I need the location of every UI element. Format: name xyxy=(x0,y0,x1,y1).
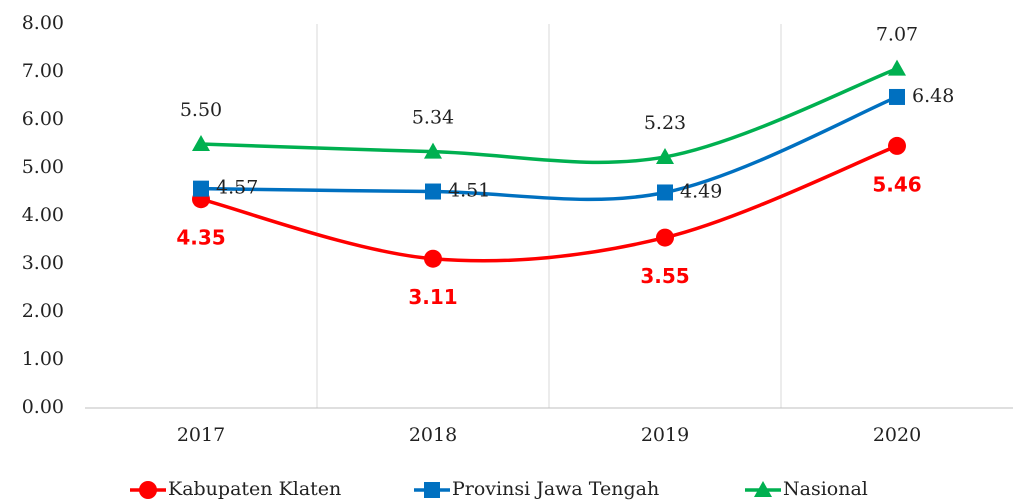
marker xyxy=(888,136,906,155)
marker xyxy=(657,184,673,201)
y-tick-label: 5.00 xyxy=(22,156,64,178)
data-label: 3.11 xyxy=(408,285,457,309)
marker xyxy=(656,147,674,164)
y-tick-label: 7.00 xyxy=(22,60,64,82)
y-tick-label: 4.00 xyxy=(22,204,64,226)
legend-label: Kabupaten Klaten xyxy=(168,478,341,500)
marker xyxy=(888,59,906,76)
data-label: 4.57 xyxy=(216,177,258,199)
legend-marker xyxy=(139,481,157,499)
legend-marker xyxy=(754,481,772,497)
data-label: 4.49 xyxy=(680,180,722,202)
legend-marker xyxy=(424,482,440,498)
y-tick-label: 3.00 xyxy=(22,252,64,274)
data-label: 5.46 xyxy=(872,172,921,196)
x-tick-label: 2020 xyxy=(873,424,921,446)
y-tick-label: 0.00 xyxy=(22,396,64,418)
y-tick-label: 6.00 xyxy=(22,108,64,130)
series-line xyxy=(200,95,898,202)
data-label: 5.34 xyxy=(412,107,454,129)
marker xyxy=(889,88,905,105)
legend-label: Nasional xyxy=(783,478,868,500)
data-label: 6.48 xyxy=(912,85,954,107)
marker xyxy=(424,249,442,268)
x-tick-label: 2017 xyxy=(177,424,225,446)
y-tick-label: 8.00 xyxy=(22,12,64,34)
data-label: 7.07 xyxy=(876,24,918,46)
y-tick-label: 2.00 xyxy=(22,300,64,322)
data-label: 3.55 xyxy=(640,264,689,288)
marker xyxy=(192,135,210,151)
data-label: 5.50 xyxy=(180,99,222,121)
marker xyxy=(193,180,209,197)
x-tick-label: 2018 xyxy=(409,424,457,446)
marker xyxy=(424,142,442,159)
series-line xyxy=(200,144,898,263)
data-label: 5.23 xyxy=(644,112,686,134)
marker xyxy=(425,183,441,200)
legend-label: Provinsi Jawa Tengah xyxy=(452,478,659,500)
marker xyxy=(656,228,674,247)
data-label: 4.35 xyxy=(176,226,225,250)
data-label: 4.51 xyxy=(448,180,490,202)
x-tick-label: 2019 xyxy=(641,424,689,446)
series-line xyxy=(200,67,898,165)
y-tick-label: 1.00 xyxy=(22,348,64,370)
